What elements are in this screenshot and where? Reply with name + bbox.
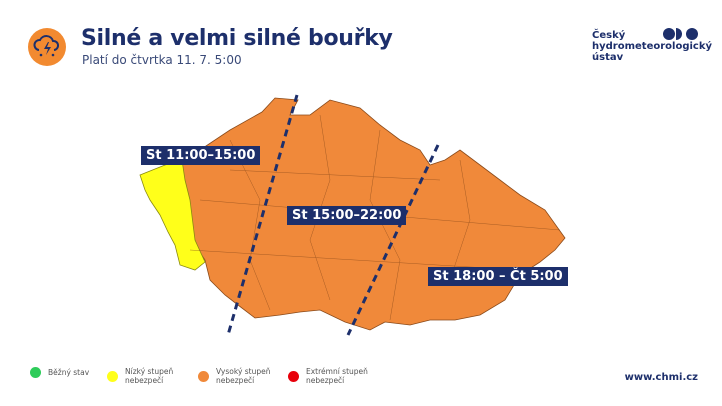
legend-item-high: Vysoký stupeň nebezpečí (198, 367, 271, 385)
legend-item-normal: Běžný stav (30, 367, 89, 378)
chmi-logo: Český hydrometeorologický ústav (592, 30, 713, 63)
legend-item-extreme: Extrémní stupeň nebezpečí (288, 367, 368, 385)
time-label-west: St 11:00–15:00 (141, 146, 261, 165)
legend-item-low: Nízký stupeň nebezpečí (107, 367, 173, 385)
orange-dot-icon (198, 370, 209, 382)
chmi-logo-mark (663, 28, 698, 40)
yellow-warning-region (139, 159, 206, 271)
validity-subtitle: Platí do čtvrtka 11. 7. 5:00 (82, 53, 242, 67)
time-label-east: St 18:00 – Čt 5:00 (428, 267, 568, 286)
yellow-dot-icon (107, 370, 118, 382)
red-dot-icon (288, 370, 299, 382)
website-link[interactable]: www.chmi.cz (624, 372, 698, 383)
thunderstorm-icon (28, 28, 66, 66)
page-title: Silné a velmi silné bouřky (81, 26, 393, 51)
green-dot-icon (30, 367, 41, 378)
time-label-central: St 15:00–22:00 (287, 206, 407, 225)
storm-front-line-1 (226, 94, 299, 336)
